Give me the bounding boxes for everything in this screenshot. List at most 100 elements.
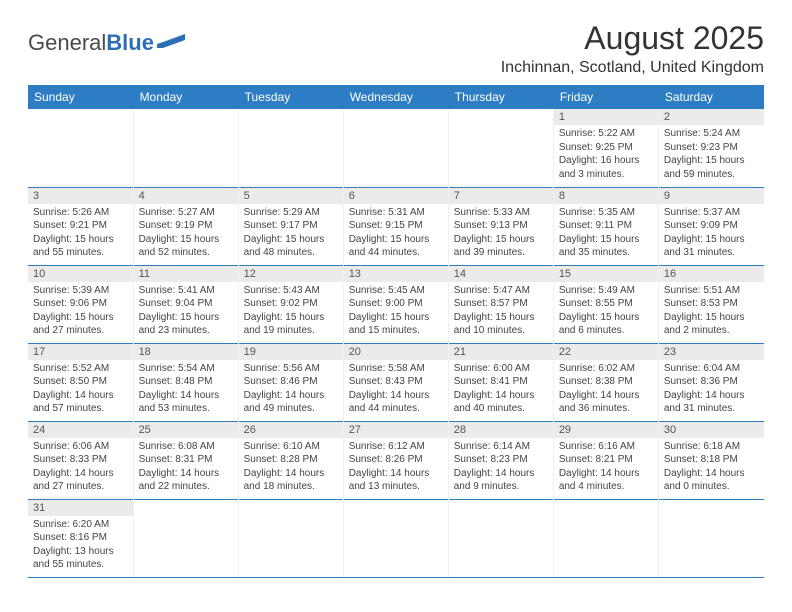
day-info: Sunrise: 5:41 AMSunset: 9:04 PMDaylight:… bbox=[134, 282, 238, 342]
day-number: 5 bbox=[239, 188, 343, 204]
day-number: 25 bbox=[134, 422, 238, 438]
logo-part2: Blue bbox=[106, 30, 154, 55]
day-number: 22 bbox=[554, 344, 658, 360]
day-number: 11 bbox=[134, 266, 238, 282]
day-number: 4 bbox=[134, 188, 238, 204]
calendar-row: 3Sunrise: 5:26 AMSunset: 9:21 PMDaylight… bbox=[28, 187, 764, 265]
day-number: 10 bbox=[28, 266, 133, 282]
calendar-header: SundayMondayTuesdayWednesdayThursdayFrid… bbox=[28, 85, 764, 109]
location: Inchinnan, Scotland, United Kingdom bbox=[501, 59, 764, 77]
calendar-cell: 21Sunrise: 6:00 AMSunset: 8:41 PMDayligh… bbox=[448, 343, 553, 421]
calendar-body: 1Sunrise: 5:22 AMSunset: 9:25 PMDaylight… bbox=[28, 109, 764, 577]
day-info: Sunrise: 5:27 AMSunset: 9:19 PMDaylight:… bbox=[134, 204, 238, 264]
calendar-cell: 20Sunrise: 5:58 AMSunset: 8:43 PMDayligh… bbox=[343, 343, 448, 421]
calendar-cell: 5Sunrise: 5:29 AMSunset: 9:17 PMDaylight… bbox=[238, 187, 343, 265]
calendar-row: 24Sunrise: 6:06 AMSunset: 8:33 PMDayligh… bbox=[28, 421, 764, 499]
calendar-row: 17Sunrise: 5:52 AMSunset: 8:50 PMDayligh… bbox=[28, 343, 764, 421]
day-number: 19 bbox=[239, 344, 343, 360]
column-header: Saturday bbox=[658, 85, 763, 109]
day-number: 9 bbox=[659, 188, 764, 204]
day-number: 29 bbox=[554, 422, 658, 438]
calendar-cell bbox=[133, 109, 238, 187]
day-number: 31 bbox=[28, 500, 133, 516]
calendar-row: 31Sunrise: 6:20 AMSunset: 8:16 PMDayligh… bbox=[28, 499, 764, 577]
day-info: Sunrise: 6:02 AMSunset: 8:38 PMDaylight:… bbox=[554, 360, 658, 420]
calendar-cell: 28Sunrise: 6:14 AMSunset: 8:23 PMDayligh… bbox=[448, 421, 553, 499]
day-info: Sunrise: 5:54 AMSunset: 8:48 PMDaylight:… bbox=[134, 360, 238, 420]
day-number: 23 bbox=[659, 344, 764, 360]
flag-icon bbox=[157, 30, 185, 48]
calendar-cell: 31Sunrise: 6:20 AMSunset: 8:16 PMDayligh… bbox=[28, 499, 133, 577]
day-number: 8 bbox=[554, 188, 658, 204]
day-info: Sunrise: 5:26 AMSunset: 9:21 PMDaylight:… bbox=[28, 204, 133, 264]
calendar-cell: 18Sunrise: 5:54 AMSunset: 8:48 PMDayligh… bbox=[133, 343, 238, 421]
day-number: 2 bbox=[659, 109, 764, 125]
calendar-cell bbox=[28, 109, 133, 187]
calendar-cell: 8Sunrise: 5:35 AMSunset: 9:11 PMDaylight… bbox=[553, 187, 658, 265]
calendar-cell: 2Sunrise: 5:24 AMSunset: 9:23 PMDaylight… bbox=[658, 109, 763, 187]
calendar-cell: 9Sunrise: 5:37 AMSunset: 9:09 PMDaylight… bbox=[658, 187, 763, 265]
day-info: Sunrise: 5:45 AMSunset: 9:00 PMDaylight:… bbox=[344, 282, 448, 342]
header: GeneralBlue August 2025 Inchinnan, Scotl… bbox=[28, 20, 764, 77]
calendar-cell: 4Sunrise: 5:27 AMSunset: 9:19 PMDaylight… bbox=[133, 187, 238, 265]
calendar-cell bbox=[448, 109, 553, 187]
calendar-table: SundayMondayTuesdayWednesdayThursdayFrid… bbox=[28, 85, 764, 578]
day-number: 28 bbox=[449, 422, 553, 438]
column-header: Sunday bbox=[28, 85, 133, 109]
day-info: Sunrise: 6:12 AMSunset: 8:26 PMDaylight:… bbox=[344, 438, 448, 498]
day-info: Sunrise: 6:18 AMSunset: 8:18 PMDaylight:… bbox=[659, 438, 764, 498]
month-title: August 2025 bbox=[501, 20, 764, 57]
calendar-cell bbox=[448, 499, 553, 577]
day-number: 20 bbox=[344, 344, 448, 360]
calendar-cell: 3Sunrise: 5:26 AMSunset: 9:21 PMDaylight… bbox=[28, 187, 133, 265]
day-number: 15 bbox=[554, 266, 658, 282]
day-info: Sunrise: 5:35 AMSunset: 9:11 PMDaylight:… bbox=[554, 204, 658, 264]
column-header: Friday bbox=[553, 85, 658, 109]
calendar-cell: 25Sunrise: 6:08 AMSunset: 8:31 PMDayligh… bbox=[133, 421, 238, 499]
day-info: Sunrise: 5:43 AMSunset: 9:02 PMDaylight:… bbox=[239, 282, 343, 342]
day-number: 21 bbox=[449, 344, 553, 360]
day-number: 13 bbox=[344, 266, 448, 282]
column-header: Wednesday bbox=[343, 85, 448, 109]
calendar-cell: 17Sunrise: 5:52 AMSunset: 8:50 PMDayligh… bbox=[28, 343, 133, 421]
calendar-cell: 14Sunrise: 5:47 AMSunset: 8:57 PMDayligh… bbox=[448, 265, 553, 343]
day-number: 26 bbox=[239, 422, 343, 438]
calendar-cell bbox=[238, 499, 343, 577]
calendar-cell: 7Sunrise: 5:33 AMSunset: 9:13 PMDaylight… bbox=[448, 187, 553, 265]
day-info: Sunrise: 6:06 AMSunset: 8:33 PMDaylight:… bbox=[28, 438, 133, 498]
day-number: 17 bbox=[28, 344, 133, 360]
calendar-cell bbox=[658, 499, 763, 577]
calendar-cell bbox=[553, 499, 658, 577]
column-header: Monday bbox=[133, 85, 238, 109]
day-info: Sunrise: 5:58 AMSunset: 8:43 PMDaylight:… bbox=[344, 360, 448, 420]
calendar-cell: 1Sunrise: 5:22 AMSunset: 9:25 PMDaylight… bbox=[553, 109, 658, 187]
day-info: Sunrise: 5:49 AMSunset: 8:55 PMDaylight:… bbox=[554, 282, 658, 342]
calendar-cell: 23Sunrise: 6:04 AMSunset: 8:36 PMDayligh… bbox=[658, 343, 763, 421]
column-header: Thursday bbox=[448, 85, 553, 109]
calendar-cell bbox=[343, 109, 448, 187]
calendar-cell bbox=[238, 109, 343, 187]
calendar-cell: 29Sunrise: 6:16 AMSunset: 8:21 PMDayligh… bbox=[553, 421, 658, 499]
calendar-cell bbox=[343, 499, 448, 577]
day-info: Sunrise: 5:56 AMSunset: 8:46 PMDaylight:… bbox=[239, 360, 343, 420]
day-info: Sunrise: 6:20 AMSunset: 8:16 PMDaylight:… bbox=[28, 516, 133, 576]
calendar-row: 1Sunrise: 5:22 AMSunset: 9:25 PMDaylight… bbox=[28, 109, 764, 187]
calendar-cell: 22Sunrise: 6:02 AMSunset: 8:38 PMDayligh… bbox=[553, 343, 658, 421]
day-number: 30 bbox=[659, 422, 764, 438]
day-number: 14 bbox=[449, 266, 553, 282]
day-number: 12 bbox=[239, 266, 343, 282]
day-info: Sunrise: 6:00 AMSunset: 8:41 PMDaylight:… bbox=[449, 360, 553, 420]
calendar-cell: 10Sunrise: 5:39 AMSunset: 9:06 PMDayligh… bbox=[28, 265, 133, 343]
day-info: Sunrise: 5:22 AMSunset: 9:25 PMDaylight:… bbox=[554, 125, 658, 185]
day-info: Sunrise: 5:39 AMSunset: 9:06 PMDaylight:… bbox=[28, 282, 133, 342]
day-number: 18 bbox=[134, 344, 238, 360]
calendar-cell: 26Sunrise: 6:10 AMSunset: 8:28 PMDayligh… bbox=[238, 421, 343, 499]
calendar-cell: 12Sunrise: 5:43 AMSunset: 9:02 PMDayligh… bbox=[238, 265, 343, 343]
day-number: 6 bbox=[344, 188, 448, 204]
calendar-cell: 27Sunrise: 6:12 AMSunset: 8:26 PMDayligh… bbox=[343, 421, 448, 499]
column-header: Tuesday bbox=[238, 85, 343, 109]
calendar-cell: 24Sunrise: 6:06 AMSunset: 8:33 PMDayligh… bbox=[28, 421, 133, 499]
day-info: Sunrise: 5:24 AMSunset: 9:23 PMDaylight:… bbox=[659, 125, 764, 185]
day-info: Sunrise: 5:37 AMSunset: 9:09 PMDaylight:… bbox=[659, 204, 764, 264]
calendar-cell: 30Sunrise: 6:18 AMSunset: 8:18 PMDayligh… bbox=[658, 421, 763, 499]
